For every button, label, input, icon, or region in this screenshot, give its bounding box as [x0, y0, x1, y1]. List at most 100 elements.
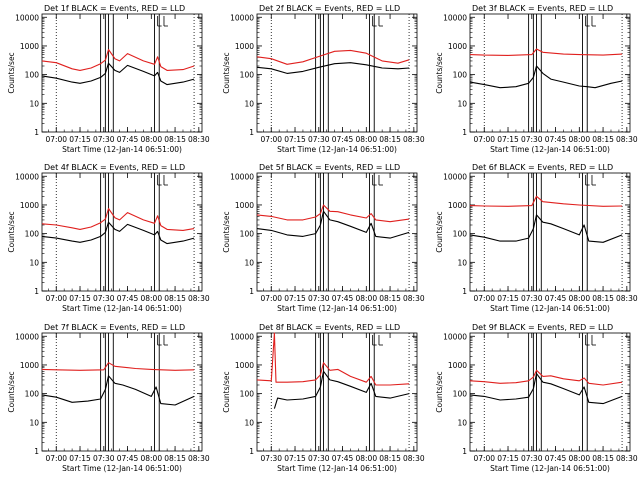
y-tick-label: 100	[453, 230, 468, 239]
x-axis-label: Start Time (12-Jan-14 06:51:00)	[62, 464, 182, 473]
y-axis-label: Counts/sec	[435, 211, 444, 252]
y-axis-label: Counts/sec	[222, 371, 231, 412]
x-axis-label: Start Time (12-Jan-14 06:51:00)	[62, 304, 182, 313]
x-tick-label: 07:45	[117, 294, 139, 303]
x-tick-label: 08:00	[568, 454, 590, 463]
panel-title: Det 2f BLACK = Events, RED = LLD	[259, 4, 400, 13]
x-tick-label: 07:30	[521, 135, 543, 144]
panel-4: Det 4f BLACK = Events, RED = LLD 1 10 100 10…	[7, 163, 210, 313]
y-tick-label: 10	[244, 418, 254, 427]
series-line-lld	[469, 369, 623, 386]
x-tick-label: 07:30	[521, 454, 543, 463]
series-line-events	[273, 370, 410, 409]
series-line-lld	[256, 204, 410, 223]
y-tick-label: 1000	[448, 42, 467, 51]
y-tick-label: 100	[25, 390, 40, 399]
x-tick-label: 08:30	[188, 454, 210, 463]
series-line-lld	[41, 48, 195, 71]
y-tick-label: 100	[453, 390, 468, 399]
x-axis-label: Start Time (12-Jan-14 06:51:00)	[277, 145, 397, 154]
x-tick-label: 07:45	[332, 454, 354, 463]
x-tick-label: 07:15	[497, 454, 519, 463]
x-tick-label: 07:45	[545, 454, 567, 463]
panel-1: Det 1f BLACK = Events, RED = LLD 1 10 100 10…	[7, 4, 210, 154]
y-tick-label: 10000	[15, 172, 39, 181]
y-tick-label: 1	[34, 447, 39, 456]
y-tick-label: 10000	[230, 332, 254, 341]
x-tick-label: 08:00	[140, 454, 162, 463]
plot-frame	[41, 13, 203, 133]
series-line-events	[256, 62, 410, 74]
y-tick-label: 1	[462, 447, 467, 456]
y-tick-label: 100	[240, 390, 255, 399]
series-line-events	[256, 210, 410, 239]
y-tick-label: 10000	[230, 13, 254, 22]
y-axis-label: Counts/sec	[7, 52, 16, 93]
y-tick-label: 1000	[448, 201, 467, 210]
panel-8: Det 8f BLACK = Events, RED = LLD 1 10 100 10…	[222, 323, 425, 473]
x-tick-label: 07:30	[93, 454, 115, 463]
plot-frame	[41, 172, 203, 292]
x-tick-label: 07:00	[260, 135, 282, 144]
x-tick-label: 07:30	[521, 294, 543, 303]
x-tick-label: 08:15	[379, 294, 401, 303]
y-tick-label: 1000	[235, 361, 254, 370]
x-tick-label: 07:30	[93, 135, 115, 144]
x-tick-label: 08:30	[403, 135, 425, 144]
plot-frame	[256, 13, 418, 133]
y-tick-label: 1000	[20, 42, 39, 51]
x-tick-label: 07:30	[93, 294, 115, 303]
x-tick-label: 07:45	[332, 294, 354, 303]
panel-9: Det 9f BLACK = Events, RED = LLD 1 10 100 10…	[435, 323, 638, 473]
x-tick-label: 08:00	[568, 135, 590, 144]
y-tick-label: 1	[462, 287, 467, 296]
y-tick-label: 10	[457, 99, 467, 108]
series-line-events	[41, 62, 195, 86]
x-tick-label: 08:15	[592, 294, 614, 303]
x-tick-label: 08:30	[188, 294, 210, 303]
y-tick-label: 1	[249, 447, 254, 456]
plot-frame	[256, 332, 418, 452]
x-tick-label: 08:15	[592, 454, 614, 463]
series-line-events	[469, 214, 623, 243]
x-tick-label: 07:15	[284, 454, 306, 463]
y-tick-label: 1	[462, 128, 467, 137]
y-tick-label: 100	[240, 230, 255, 239]
x-tick-label: 08:30	[188, 135, 210, 144]
x-tick-label: 07:15	[69, 294, 91, 303]
series-line-lld	[41, 362, 195, 371]
x-tick-label: 07:00	[473, 454, 495, 463]
x-tick-label: 07:15	[69, 135, 91, 144]
y-tick-label: 10	[29, 258, 39, 267]
x-tick-label: 07:00	[473, 294, 495, 303]
y-tick-label: 10	[244, 99, 254, 108]
y-tick-label: 10000	[443, 172, 467, 181]
x-tick-label: 07:15	[497, 294, 519, 303]
x-tick-label: 07:45	[117, 135, 139, 144]
x-tick-label: 07:00	[45, 294, 67, 303]
plot-frame	[41, 332, 203, 452]
y-axis-label: Counts/sec	[435, 52, 444, 93]
series-line-lld	[256, 332, 410, 386]
x-tick-label: 08:30	[403, 294, 425, 303]
x-axis-label: Start Time (12-Jan-14 06:51:00)	[490, 464, 610, 473]
panel-title: Det 3f BLACK = Events, RED = LLD	[472, 4, 613, 13]
y-tick-label: 1000	[235, 42, 254, 51]
plot-frame	[256, 172, 418, 292]
panel-6: Det 6f BLACK = Events, RED = LLD 1 10 100 10…	[435, 163, 638, 313]
plot-frame	[469, 13, 631, 133]
y-tick-label: 1	[34, 128, 39, 137]
x-tick-label: 07:00	[45, 454, 67, 463]
panel-title: Det 6f BLACK = Events, RED = LLD	[472, 163, 613, 172]
x-tick-label: 08:00	[140, 135, 162, 144]
x-axis-label: Start Time (12-Jan-14 06:51:00)	[277, 464, 397, 473]
x-tick-label: 07:30	[308, 135, 330, 144]
y-tick-label: 10000	[443, 332, 467, 341]
y-axis-label: Counts/sec	[222, 211, 231, 252]
x-axis-label: Start Time (12-Jan-14 06:51:00)	[62, 145, 182, 154]
x-tick-label: 08:15	[592, 135, 614, 144]
x-tick-label: 07:00	[473, 135, 495, 144]
y-tick-label: 10	[29, 418, 39, 427]
y-tick-label: 10	[29, 99, 39, 108]
